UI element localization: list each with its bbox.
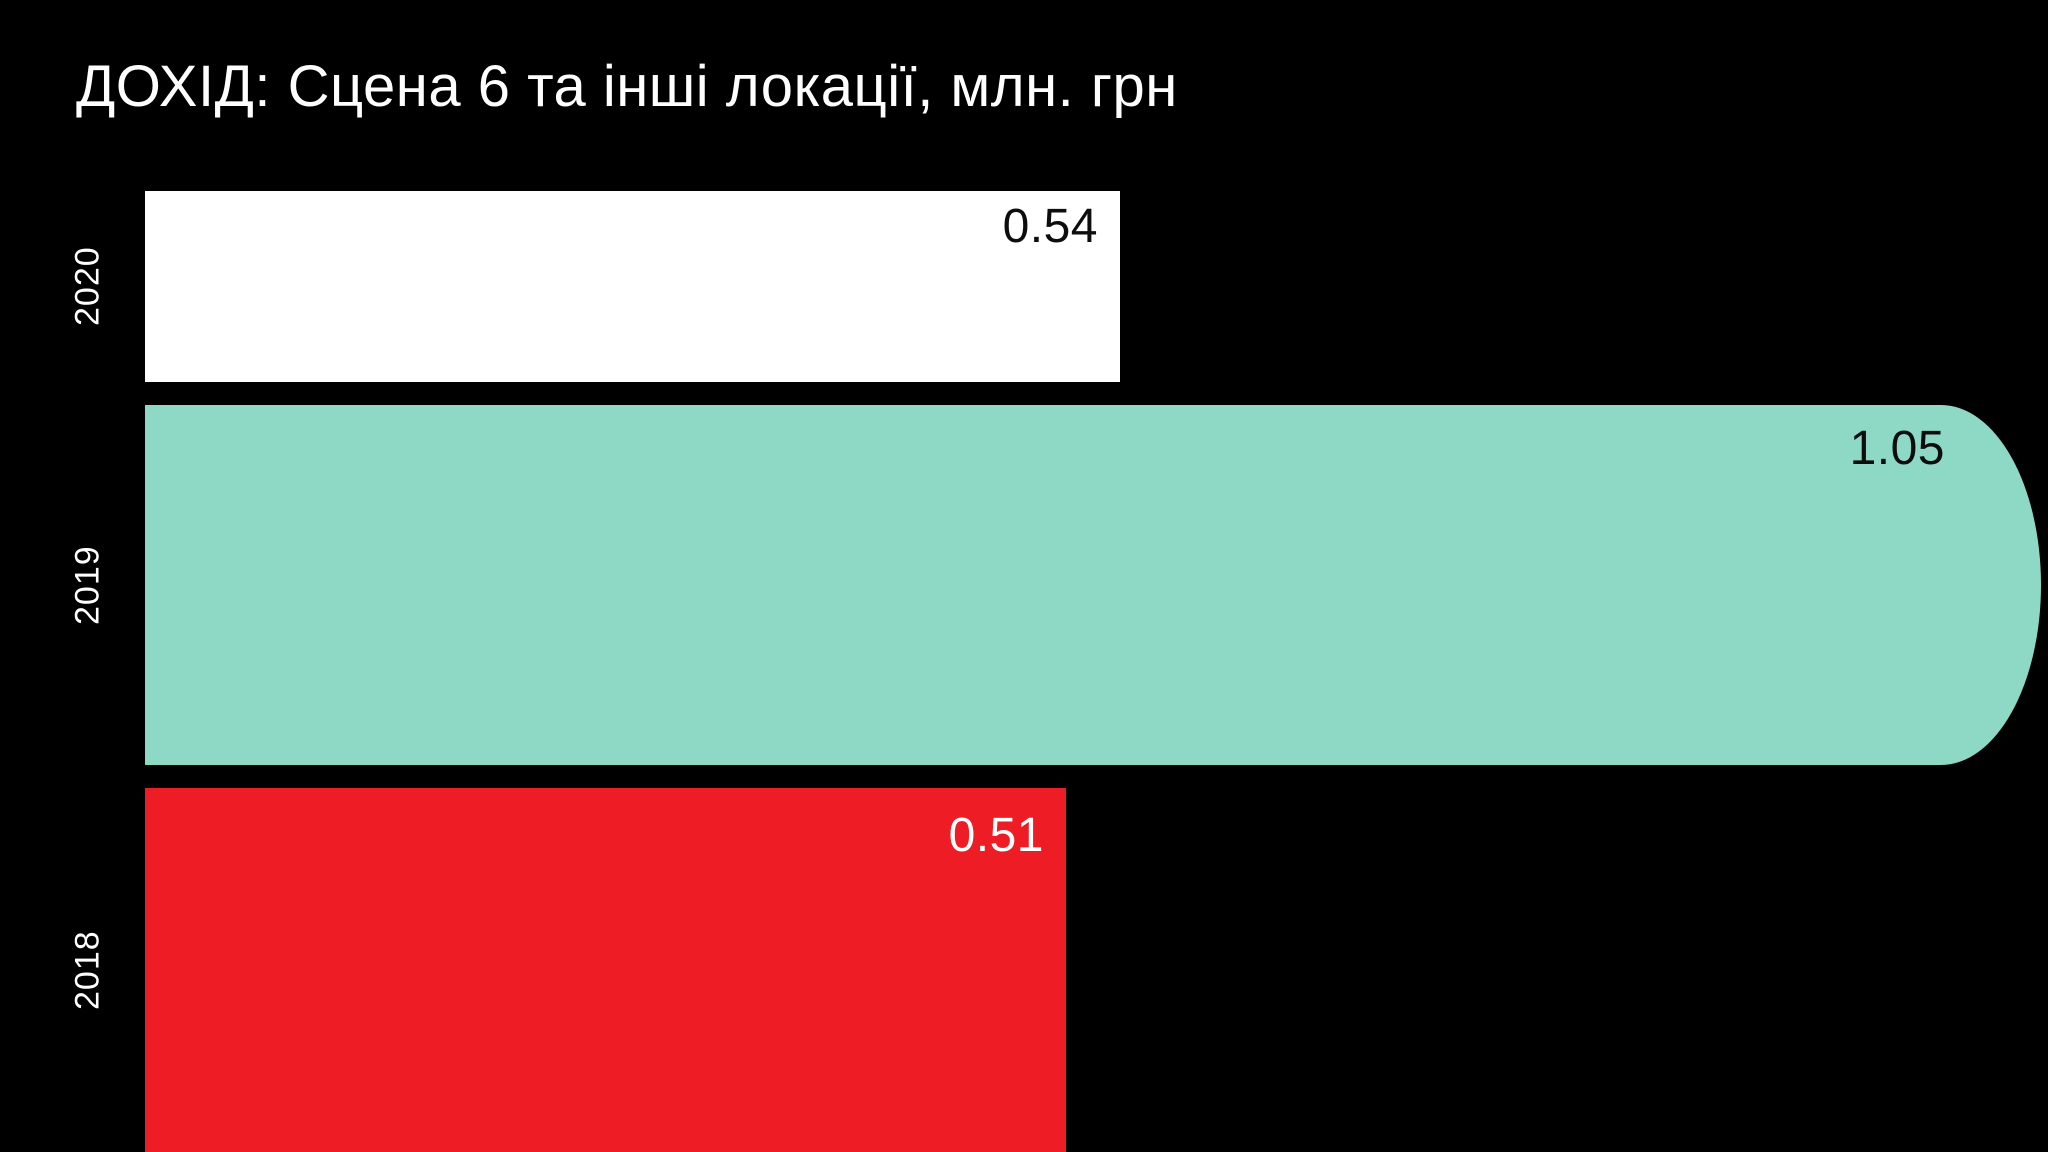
bar-value-label-2020: 0.54: [1002, 200, 1098, 253]
chart-row-2020: 2020 0.54: [0, 191, 2048, 382]
year-axis-label-2019: 2019: [68, 545, 107, 625]
chart-row-2018: 2018 0.51: [0, 788, 2048, 1152]
chart-row-2019: 2019 1.05: [0, 405, 2048, 765]
bar-2019: 1.05: [145, 405, 2041, 765]
bar-2018: 0.51: [145, 788, 1066, 1152]
bar-2020: 0.54: [145, 191, 1120, 382]
year-axis-label-2018: 2018: [68, 930, 107, 1010]
year-axis-label-2020: 2020: [68, 246, 107, 327]
chart-title: ДОХІД: Сцена 6 та інші локації, млн. грн: [76, 54, 1178, 119]
bar-value-label-2018: 0.51: [948, 809, 1044, 862]
bar-value-label-2019: 1.05: [1849, 422, 1945, 475]
